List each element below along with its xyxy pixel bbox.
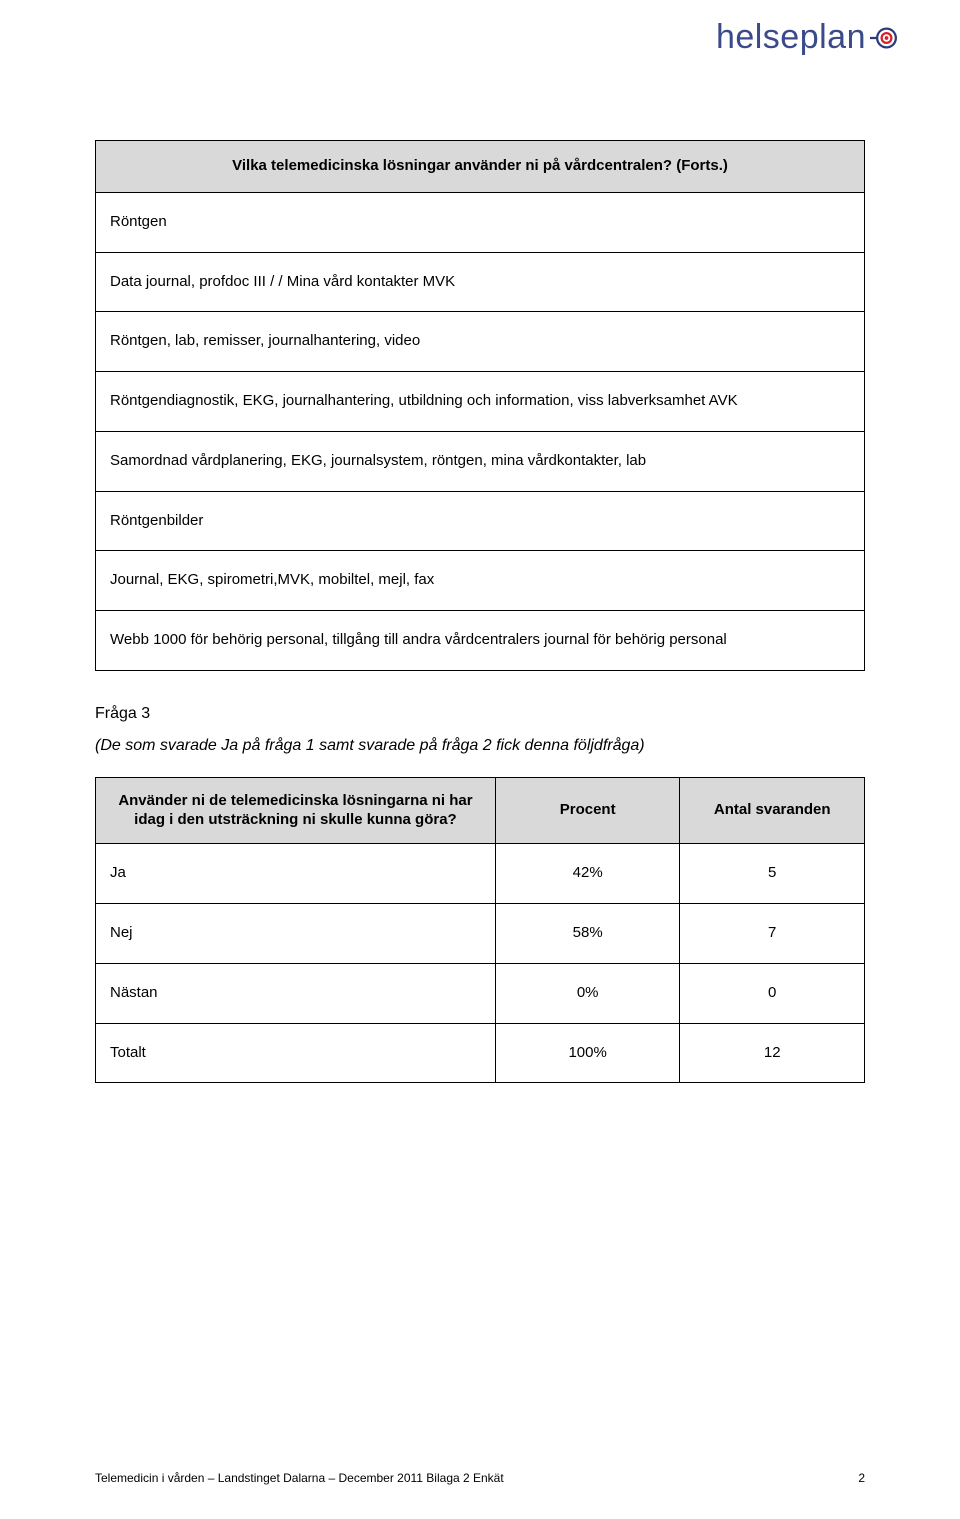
- q3-count: 0: [680, 963, 865, 1023]
- q3-row: Nej 58% 7: [96, 904, 865, 964]
- table-row: Röntgen: [96, 192, 865, 252]
- q3-row: Totalt 100% 12: [96, 1023, 865, 1083]
- q3-col-percent: Procent: [495, 777, 680, 844]
- table-row: Röntgendiagnostik, EKG, journalhantering…: [96, 372, 865, 432]
- q3-col-count: Antal svaranden: [680, 777, 865, 844]
- response-cell: Webb 1000 för behörig personal, tillgång…: [96, 611, 865, 671]
- q3-percent: 100%: [495, 1023, 680, 1083]
- q3-percent: 0%: [495, 963, 680, 1023]
- responses-table: Vilka telemedicinska lösningar använder …: [95, 140, 865, 671]
- table-row: Data journal, profdoc III / / Mina vård …: [96, 252, 865, 312]
- response-cell: Röntgendiagnostik, EKG, journalhantering…: [96, 372, 865, 432]
- table-row: Samordnad vårdplanering, EKG, journalsys…: [96, 431, 865, 491]
- q3-row: Ja 42% 5: [96, 844, 865, 904]
- q3-label: Nej: [96, 904, 496, 964]
- table-row: Röntgen, lab, remisser, journalhantering…: [96, 312, 865, 372]
- target-icon: [870, 23, 900, 53]
- table-header-row: Vilka telemedicinska lösningar använder …: [96, 141, 865, 193]
- footer-page-number: 2: [858, 1471, 865, 1485]
- response-cell: Data journal, profdoc III / / Mina vård …: [96, 252, 865, 312]
- question3-table: Använder ni de telemedicinska lösningarn…: [95, 777, 865, 1084]
- q3-percent: 58%: [495, 904, 680, 964]
- q3-count: 12: [680, 1023, 865, 1083]
- q3-label: Nästan: [96, 963, 496, 1023]
- logo-text: helseplan: [716, 18, 866, 57]
- response-cell: Journal, EKG, spirometri,MVK, mobiltel, …: [96, 551, 865, 611]
- response-cell: Röntgen: [96, 192, 865, 252]
- q3-label: Ja: [96, 844, 496, 904]
- content: Vilka telemedicinska lösningar använder …: [95, 140, 865, 1083]
- logo: helseplan: [716, 18, 900, 57]
- question-note: (De som svarade Ja på fråga 1 samt svara…: [95, 737, 865, 755]
- q3-count: 5: [680, 844, 865, 904]
- q3-question-header: Använder ni de telemedicinska lösningarn…: [96, 777, 496, 844]
- page-footer: Telemedicin i vården – Landstinget Dalar…: [95, 1471, 865, 1485]
- response-cell: Röntgen, lab, remisser, journalhantering…: [96, 312, 865, 372]
- response-cell: Röntgenbilder: [96, 491, 865, 551]
- table-row: Journal, EKG, spirometri,MVK, mobiltel, …: [96, 551, 865, 611]
- q3-row: Nästan 0% 0: [96, 963, 865, 1023]
- q3-count: 7: [680, 904, 865, 964]
- page: helseplan Vilka telemedicinska lösningar…: [0, 0, 960, 1519]
- question-heading: Fråga 3: [95, 705, 865, 723]
- q3-header-row: Använder ni de telemedicinska lösningarn…: [96, 777, 865, 844]
- table-row: Röntgenbilder: [96, 491, 865, 551]
- table-row: Webb 1000 för behörig personal, tillgång…: [96, 611, 865, 671]
- response-cell: Samordnad vårdplanering, EKG, journalsys…: [96, 431, 865, 491]
- footer-text: Telemedicin i vården – Landstinget Dalar…: [95, 1471, 504, 1485]
- q3-percent: 42%: [495, 844, 680, 904]
- q3-label: Totalt: [96, 1023, 496, 1083]
- table-header: Vilka telemedicinska lösningar använder …: [96, 141, 865, 193]
